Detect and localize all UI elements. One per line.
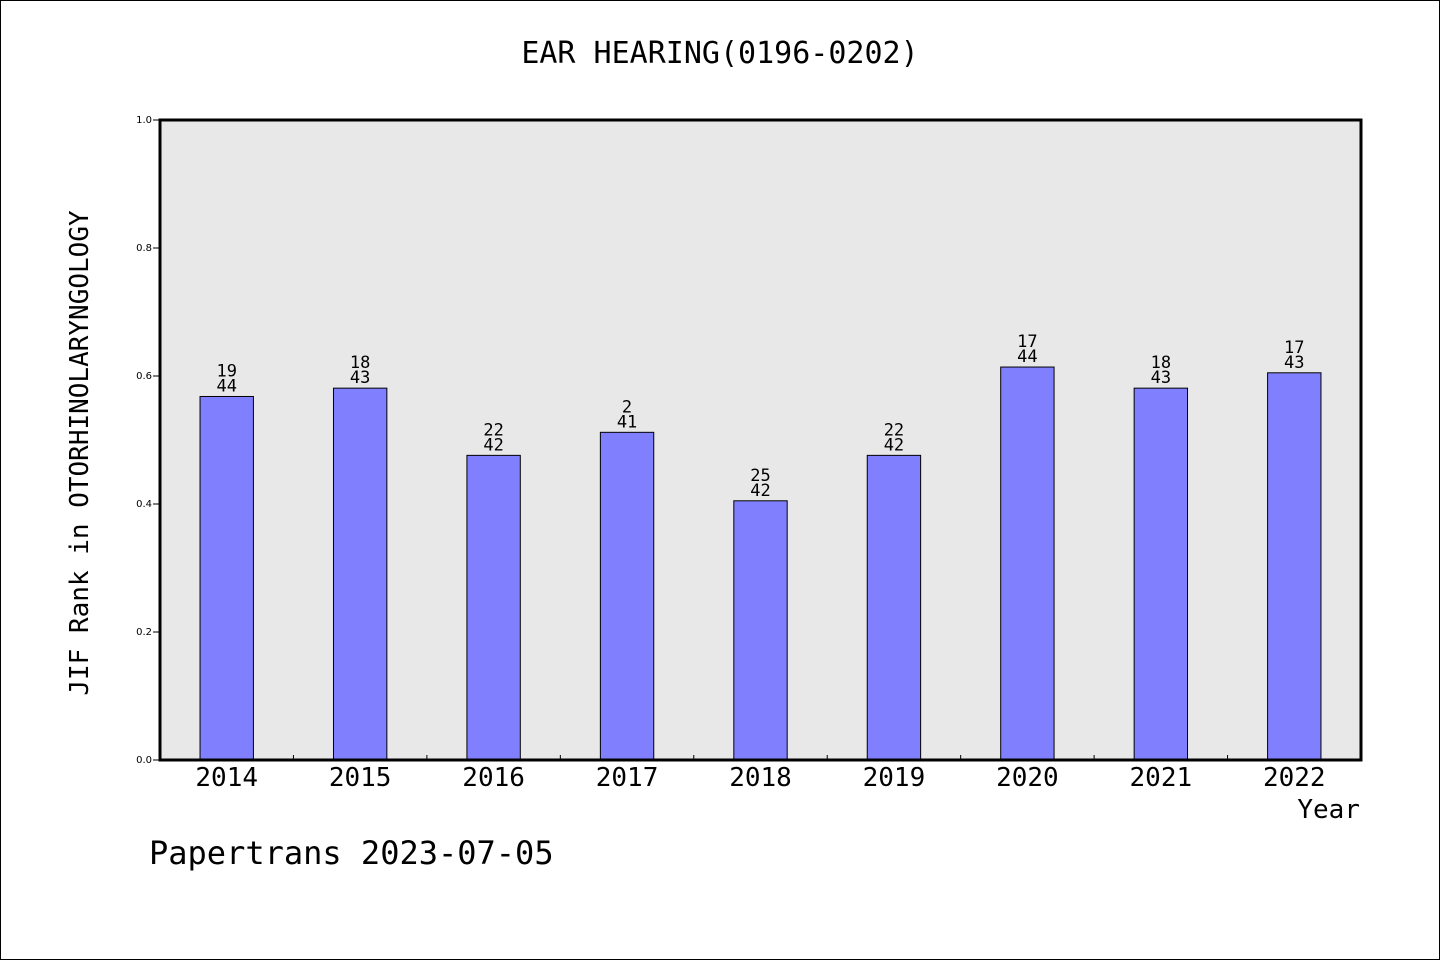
bar: [332, 387, 388, 761]
bar-total-label: 43: [1284, 353, 1304, 373]
y-tick-label: 0.0: [136, 755, 152, 766]
bar-rank-label: 17: [1284, 338, 1304, 358]
y-tick-label: 0.6: [136, 371, 152, 382]
bar: [466, 454, 521, 761]
bar: [1133, 387, 1189, 761]
bar-total-label: 44: [216, 376, 236, 396]
bar-rank-label: 19: [216, 361, 236, 381]
x-tick-label: 2018: [729, 763, 792, 793]
chart-title: EAR HEARING(0196-0202): [521, 36, 919, 71]
x-tick-label: 2016: [462, 763, 525, 793]
x-ticks-group: 2014 2015 2016 2017 2018 2019 2020 2021 2022: [195, 755, 1326, 793]
bar-total-label: 41: [617, 412, 637, 432]
x-tick-label: 2022: [1263, 763, 1326, 793]
bar-total-label: 42: [884, 435, 904, 455]
bar-rank-label: 22: [483, 420, 503, 440]
bar: [733, 500, 788, 761]
x-tick-label: 2019: [863, 763, 926, 793]
bar-total-label: 43: [1151, 368, 1171, 388]
bar-rank-label: 2: [622, 397, 632, 417]
x-tick-label: 2017: [596, 763, 659, 793]
bar-rank-label: 17: [1017, 332, 1037, 352]
bar-total-label: 42: [483, 435, 503, 455]
x-axis-label: Year: [1297, 795, 1360, 825]
bar: [199, 395, 254, 761]
bar-total-label: 43: [350, 368, 370, 388]
x-tick-label: 2014: [195, 763, 258, 793]
bar: [1000, 366, 1055, 761]
footer-credit: Papertrans 2023-07-05: [149, 834, 554, 872]
bar: [866, 454, 922, 761]
bar-rank-label: 18: [350, 353, 370, 373]
y-tick-label: 0.2: [136, 627, 152, 638]
x-tick-label: 2015: [329, 763, 392, 793]
x-tick-label: 2021: [1130, 763, 1193, 793]
x-tick-label: 2020: [996, 763, 1059, 793]
y-tick-label: 1.0: [136, 115, 152, 126]
y-tick-label: 0.4: [136, 499, 152, 510]
bar-rank-label: 25: [750, 466, 770, 486]
plot-border: [158, 118, 1363, 762]
bar: [1267, 372, 1322, 761]
bar-total-label: 44: [1017, 347, 1037, 367]
bar: [599, 431, 655, 761]
y-tick-label: 0.8: [136, 243, 152, 254]
bar-total-label: 42: [750, 481, 770, 501]
y-ticks-group: 0.0 0.2 0.4 0.6 0.8 1.0: [136, 115, 160, 766]
bar-rank-label: 22: [884, 420, 904, 440]
bar-rank-label: 18: [1151, 353, 1171, 373]
